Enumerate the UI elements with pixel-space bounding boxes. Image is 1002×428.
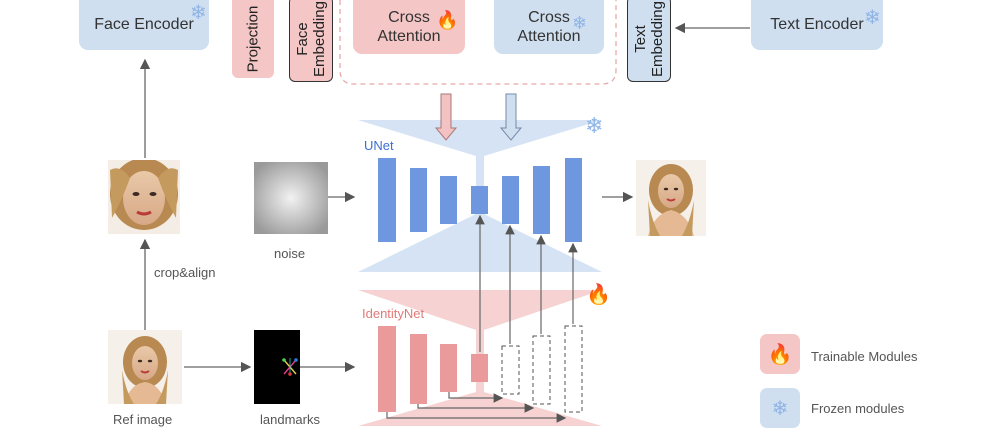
face-encoder-label: Face Encoder <box>94 16 194 33</box>
unet-block-4 <box>471 186 488 214</box>
snowflake-icon: ❄ <box>190 2 207 24</box>
landmarks-label: landmarks <box>260 412 320 427</box>
cross-attention-trainable-label: Cross Attention <box>377 9 441 45</box>
unet-block-1 <box>378 158 396 242</box>
trainable-down-arrow <box>434 93 458 141</box>
legend-trainable-label: Trainable Modules <box>811 349 918 364</box>
ref-image <box>108 330 182 404</box>
noise-image <box>254 162 328 234</box>
cross-attention-trainable-box: Cross Attention <box>353 0 465 54</box>
flame-icon: 🔥 <box>586 284 611 306</box>
snowflake-icon: ❄ <box>572 13 588 33</box>
flame-icon: 🔥 <box>436 10 459 30</box>
flame-icon: 🔥 <box>767 343 793 366</box>
unet-block-5 <box>502 176 519 224</box>
identity-zero-block-2 <box>532 335 551 405</box>
projection-box: Projection <box>232 0 274 78</box>
unet-block-7 <box>565 158 582 242</box>
legend-frozen-swatch: ❄ <box>760 388 800 428</box>
frozen-down-arrow <box>499 93 523 141</box>
projection-label: Projection <box>244 5 262 73</box>
cropped-face-image <box>108 160 180 234</box>
attention-group-border <box>339 0 617 85</box>
snowflake-icon: ❄ <box>771 397 789 420</box>
cross-attention-frozen-label: Cross Attention <box>517 9 581 45</box>
identity-block-2 <box>410 334 427 404</box>
output-image <box>636 160 706 236</box>
face-encoder-box: Face Encoder <box>79 0 209 50</box>
identity-zero-block-1 <box>501 345 520 395</box>
unet-block-3 <box>440 176 457 224</box>
identity-block-3 <box>440 344 457 392</box>
cross-attention-frozen-box: Cross Attention <box>494 0 604 54</box>
text-embedding-box: Text Embedding <box>627 0 671 82</box>
snowflake-icon: ❄ <box>864 7 881 29</box>
legend-trainable-swatch: 🔥 <box>760 334 800 374</box>
text-encoder-label: Text Encoder <box>770 16 864 33</box>
unet-label: UNet <box>364 138 394 153</box>
identitynet-label: IdentityNet <box>362 306 425 321</box>
legend: 🔥 Trainable Modules ❄ Frozen modules <box>760 334 980 428</box>
snowflake-icon: ❄ <box>585 113 604 138</box>
landmarks-image <box>254 330 300 404</box>
legend-frozen-label: Frozen modules <box>811 401 905 416</box>
unet-block-6 <box>533 166 550 234</box>
identity-block-4 <box>471 354 488 382</box>
text-embedding-label: Text Embedding <box>632 1 666 77</box>
crop-align-label: crop&align <box>154 265 216 280</box>
face-embedding-label: Face Embedding <box>294 1 328 77</box>
identity-block-1 <box>378 326 396 412</box>
face-embedding-box: Face Embedding <box>289 0 333 82</box>
text-encoder-box: Text Encoder <box>751 0 883 50</box>
identity-zero-block-3 <box>564 325 583 413</box>
ref-image-label: Ref image <box>113 412 173 427</box>
noise-label: noise <box>274 246 306 261</box>
unet-block-2 <box>410 168 427 232</box>
